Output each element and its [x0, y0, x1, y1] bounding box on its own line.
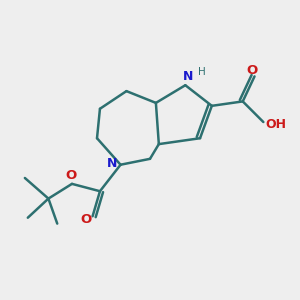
Text: H: H — [198, 67, 206, 77]
Text: N: N — [107, 157, 118, 170]
Text: N: N — [182, 70, 193, 83]
Text: O: O — [246, 64, 257, 77]
Text: OH: OH — [266, 118, 287, 130]
Text: O: O — [80, 213, 92, 226]
Text: O: O — [65, 169, 76, 182]
